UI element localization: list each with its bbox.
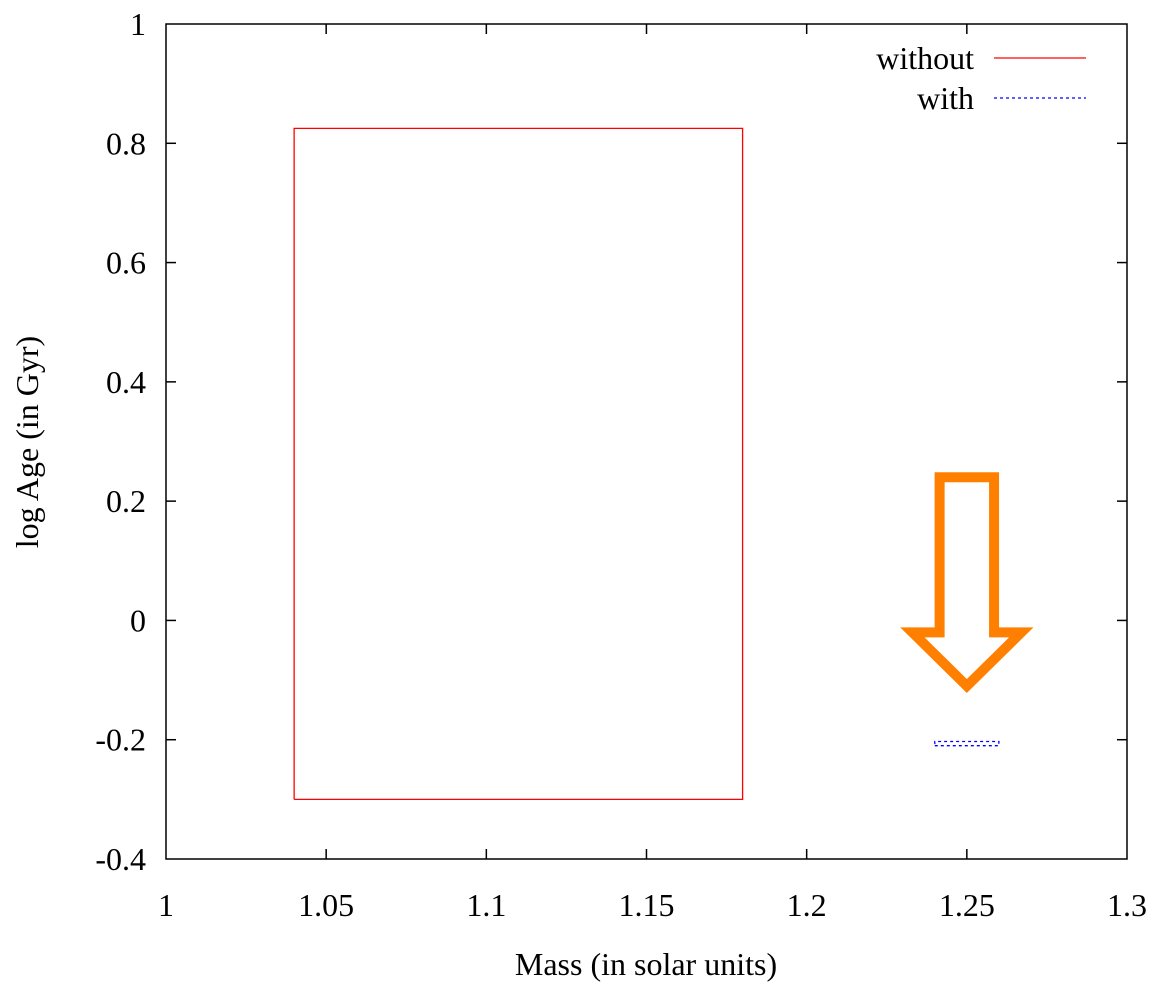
y-tick-label: -0.4: [95, 841, 146, 877]
y-tick-label: 0.8: [106, 125, 146, 161]
plot-frame: [165, 23, 1128, 860]
annotation-layer: [900, 472, 1034, 694]
x-tick-label: 1.1: [466, 887, 506, 923]
y-tick-label: 1: [130, 6, 146, 42]
legend: without with: [876, 40, 1086, 116]
down-arrow-annotation: [900, 472, 1034, 694]
legend-label-without: without: [876, 40, 974, 76]
y-axis-title: log Age (in Gyr): [9, 336, 45, 548]
y-tick-label: -0.2: [95, 722, 146, 758]
x-tick-label: 1.15: [619, 887, 675, 923]
series-line-without: [293, 127, 744, 801]
y-tick-label: 0.6: [106, 245, 146, 281]
y-tick-label: 0.4: [106, 364, 146, 400]
x-tick-label: 1.3: [1107, 887, 1147, 923]
x-axis-title: Mass (in solar units): [515, 946, 777, 982]
y-tick-label: 0.2: [106, 483, 146, 519]
x-tick-label: 1: [158, 887, 174, 923]
x-tick-label: 1.25: [939, 887, 995, 923]
x-tick-label: 1.2: [787, 887, 827, 923]
x-tick-label: 1.05: [298, 887, 354, 923]
y-tick-label: 0: [130, 602, 146, 638]
series-line-with: [934, 740, 1000, 747]
series-layer: [293, 127, 1000, 801]
legend-label-with: with: [917, 80, 974, 116]
axis-ticks: 1 1.05 1.1 1.15 1.2 1.25 1.3 -0.4 -0.2 0 0.2 0.4 0.6…: [95, 6, 1147, 923]
